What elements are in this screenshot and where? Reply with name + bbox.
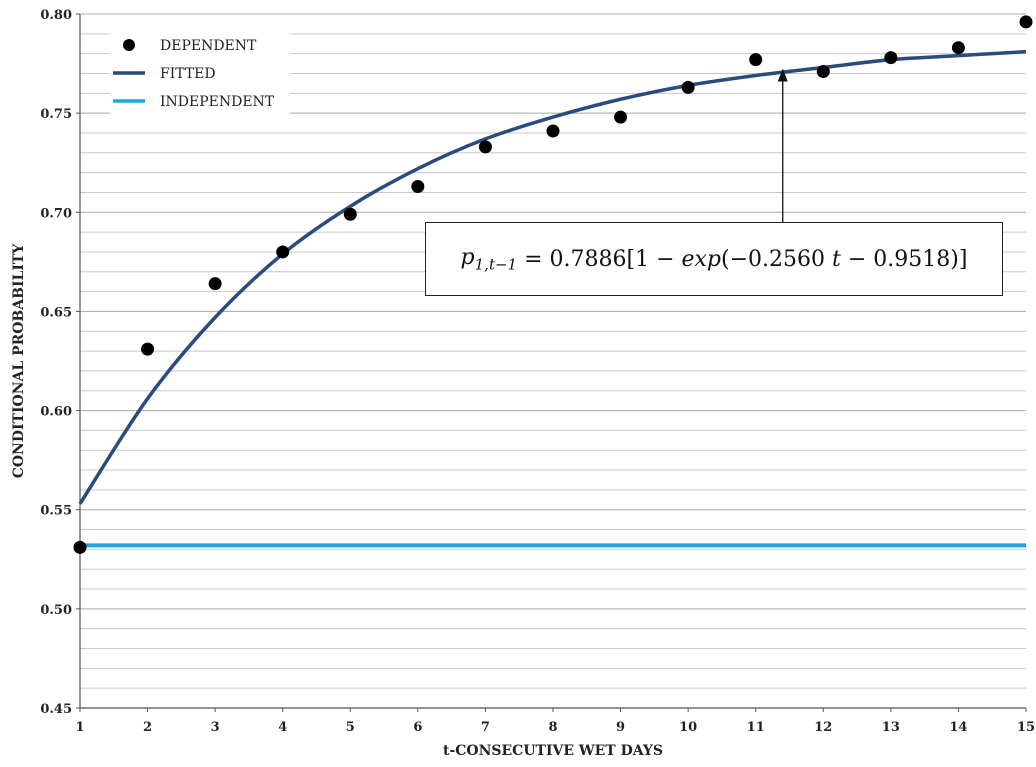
y-tick-label: 0.65 — [40, 305, 72, 320]
x-axis-label: t-CONSECUTIVE WET DAYS — [443, 743, 663, 759]
y-tick-label: 0.80 — [40, 8, 72, 23]
x-tick-label: 3 — [211, 720, 220, 735]
x-tick-label: 12 — [814, 720, 832, 735]
dependent-point — [546, 124, 560, 138]
y-tick-labels: 0.45 0.50 0.55 0.60 0.65 0.70 0.75 0.80 — [40, 8, 80, 717]
dependent-point — [276, 245, 290, 259]
dependent-point — [343, 207, 357, 221]
dependent-point — [951, 41, 965, 55]
dependent-point — [614, 110, 628, 124]
y-tick-label: 0.60 — [40, 405, 72, 420]
eq-t: t — [832, 246, 841, 272]
legend-label: INDEPENDENT — [160, 94, 275, 110]
dependent-point — [208, 277, 222, 291]
dependent-point — [1019, 15, 1033, 29]
eq-rhs-prefix: = 0.7886[1 − — [517, 246, 682, 272]
eq-lhs: p1,t−1 — [460, 244, 518, 274]
dependent-point — [749, 53, 763, 67]
x-tick-label: 8 — [548, 720, 557, 735]
legend: DEPENDENT FITTED INDEPENDENT — [110, 30, 290, 116]
dependent-point — [816, 65, 830, 79]
x-tick-labels: 1 2 3 4 5 6 7 8 9 10 11 12 13 14 15 — [75, 708, 1035, 735]
x-tick-label: 2 — [143, 720, 152, 735]
series-layer — [73, 15, 1033, 554]
y-tick-label: 0.55 — [40, 504, 72, 519]
x-tick-label: 15 — [1017, 720, 1035, 735]
eq-end: − 0.9518)] — [840, 246, 968, 272]
dependent-point — [478, 140, 492, 154]
fit-equation-box: p1,t−1 = 0.7886[1 − exp (−0.2560 t − 0.95… — [425, 222, 1003, 296]
x-tick-label: 5 — [346, 720, 355, 735]
dependent-point — [681, 80, 695, 94]
legend-marker-dependent — [123, 39, 135, 51]
y-tick-label: 0.50 — [40, 603, 72, 618]
x-tick-label: 6 — [413, 720, 422, 735]
fitted-curve — [78, 49, 1027, 505]
dependent-point — [884, 51, 898, 65]
legend-label: DEPENDENT — [160, 38, 257, 54]
x-tick-label: 13 — [882, 720, 900, 735]
y-axis-label: CONDITIONAL PROBABILITY — [11, 243, 27, 479]
x-tick-label: 9 — [616, 720, 625, 735]
annotation-arrow — [777, 68, 788, 222]
dependent-point — [141, 342, 155, 356]
x-tick-label: 4 — [278, 720, 287, 735]
y-tick-label: 0.45 — [40, 702, 72, 717]
eq-exp: exp — [681, 246, 722, 272]
y-tick-label: 0.75 — [40, 107, 72, 122]
x-tick-label: 11 — [747, 720, 765, 735]
dependent-point — [73, 540, 87, 554]
x-tick-label: 7 — [481, 720, 490, 735]
eq-rhs-suffix: (−0.2560 — [721, 246, 833, 272]
x-tick-label: 14 — [949, 720, 967, 735]
dependent-point — [411, 180, 425, 194]
x-tick-label: 1 — [75, 720, 84, 735]
arrow-head — [777, 68, 788, 82]
x-tick-label: 10 — [679, 720, 697, 735]
y-tick-label: 0.70 — [40, 206, 72, 221]
legend-label: FITTED — [160, 66, 216, 82]
